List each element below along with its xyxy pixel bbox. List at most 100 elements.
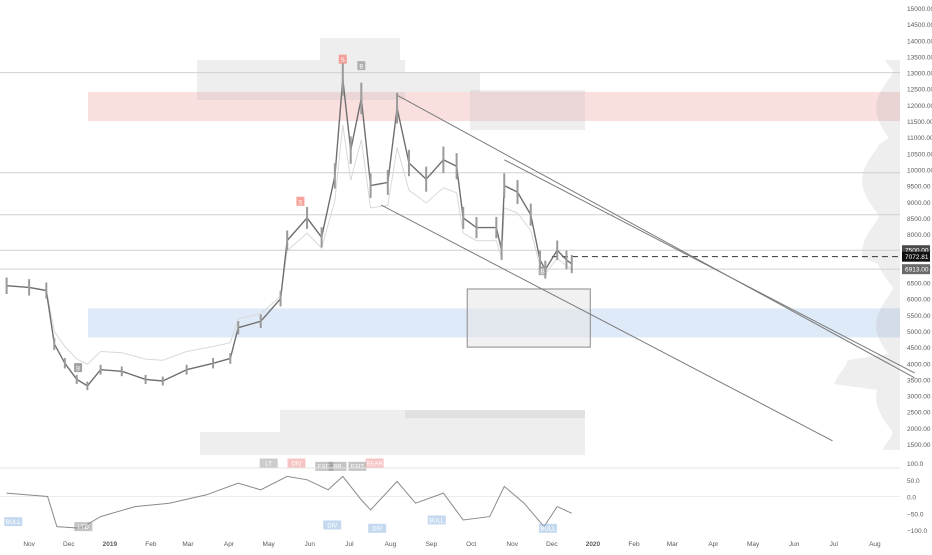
volume-profile [834, 60, 900, 450]
price-axis-tick-label: 13000.00 [907, 71, 932, 78]
oscillator-layer: LTDIVEXITBREXITBEARBULLLTDDIVDIVBULLBULL [0, 458, 900, 533]
price-tag-label: B [76, 367, 80, 373]
time-axis-tick-label: Dec [63, 541, 75, 548]
volume-block [405, 410, 585, 418]
price-badge [902, 251, 930, 262]
price-axis-tick-label: 8000.00 [907, 232, 931, 239]
price-axis-tick-label: 12000.00 [907, 103, 932, 110]
event-tag [315, 461, 334, 471]
price-axis-tick-label: 2500.00 [907, 410, 931, 417]
time-axis-tick-label: Sep [426, 541, 438, 548]
price-tag [538, 266, 547, 276]
event-tag [328, 461, 347, 471]
price-badge-label: 7072.81 [905, 254, 929, 261]
volume-block [320, 38, 400, 60]
event-tag [427, 515, 446, 525]
oscillator-axis-tick-label: 50.0 [907, 478, 920, 485]
event-tag-label: BULL [429, 518, 445, 524]
moving-average-line [6, 124, 573, 365]
event-tag-label: DIV [327, 523, 337, 529]
volume-profile-layer [197, 38, 900, 455]
price-axis-tick-label: 10000.00 [907, 167, 932, 174]
time-axis-tick-label: Aug [385, 541, 397, 548]
price-tag-label: S [298, 200, 302, 206]
price-axis-tick-label: 5000.00 [907, 329, 931, 336]
price-tag-label: B [541, 270, 545, 276]
time-axis-tick-label: Apr [224, 541, 235, 548]
price-axis-tick-label: 9000.00 [907, 200, 931, 207]
price-axis-tick-label: 6000.00 [907, 297, 931, 304]
price-axis-tick-label: 11000.00 [907, 135, 932, 142]
event-tag [323, 520, 342, 530]
oscillator-axis-tick-label: 100.0 [907, 461, 924, 468]
oscillator-line [6, 475, 573, 529]
price-axis-tick-label: 15000.00 [907, 6, 932, 13]
volume-block [470, 90, 585, 130]
price-axis-tick-label: 14000.00 [907, 38, 932, 45]
time-axis-tick-label: Dec [546, 541, 558, 548]
axes-layer: 15000.00 14500.00 14000.00 13500.00 13000.00… [0, 6, 932, 548]
levels-layer [0, 72, 900, 270]
event-tag-label: BEAR [366, 461, 383, 467]
time-axis-tick-label: May [747, 541, 760, 548]
price-badge-label: 7500.00 [905, 248, 929, 255]
price-axis-tick-label: 12500.00 [907, 87, 932, 94]
price-badge-label: 6913.00 [905, 267, 929, 274]
price-tag [357, 61, 366, 71]
time-axis-tick-label: Mar [667, 541, 679, 548]
time-axis-tick-label: Jul [830, 541, 839, 548]
zone-box [466, 288, 591, 348]
event-tag [74, 522, 93, 532]
event-tag [4, 517, 23, 527]
price-layer: S S B B B [5, 54, 573, 391]
price-badge [902, 264, 930, 275]
time-axis-tick-label: Feb [628, 541, 640, 548]
price-tag [296, 196, 305, 206]
price-axis-tick-label: 3500.00 [907, 377, 931, 384]
channel-line [380, 204, 833, 442]
volume-block [197, 60, 405, 100]
event-tag [365, 458, 384, 468]
time-axis-tick-label: Mar [182, 541, 194, 548]
price-axis-tick-label: 9500.00 [907, 184, 931, 191]
price-tag-label: S [341, 58, 345, 64]
price-axis-tick-label: 6500.00 [907, 281, 931, 288]
channel-line [396, 94, 915, 379]
price-tag [74, 363, 83, 373]
time-axis-tick-label: Jul [345, 541, 354, 548]
volume-block [280, 410, 585, 432]
zones-layer [88, 91, 900, 348]
price-axis-tick-label: 14500.00 [907, 22, 932, 29]
zone-resistance [88, 91, 900, 122]
time-axis-tick-label: Apr [708, 541, 719, 548]
event-tag-label: LTD [78, 525, 90, 531]
time-axis-tick-label: Jun [304, 541, 315, 548]
event-tag-label: BULL [540, 527, 556, 533]
price-axis-tick-label: 4000.00 [907, 361, 931, 368]
price-axis-tick-label: 3000.00 [907, 394, 931, 401]
oscillator-axis-tick-label: −50.0 [907, 511, 924, 518]
channel-line [504, 159, 915, 374]
oscillator-axis-tick-label: 0.0 [907, 495, 916, 502]
time-axis-tick-label: Feb [145, 541, 157, 548]
event-tag [368, 523, 387, 533]
event-tag [259, 458, 278, 468]
time-axis-tick-label: May [263, 541, 276, 548]
time-axis-tick-label: Nov [23, 541, 35, 548]
event-tag [287, 458, 306, 468]
price-axis-tick-label: 10500.00 [907, 151, 932, 158]
volume-block [200, 432, 585, 455]
trendlines-layer [6, 94, 915, 442]
price-axis-tick-label: 11500.00 [907, 119, 932, 126]
time-axis-tick-label: 2020 [586, 541, 601, 548]
price-axis-tick-label: 2000.00 [907, 426, 931, 433]
price-axis-tick-label: 13500.00 [907, 54, 932, 61]
event-tag-label: LT [265, 461, 272, 467]
price-badge [902, 245, 930, 256]
volume-block [405, 72, 480, 92]
price-axis-tick-label: 8500.00 [907, 216, 931, 223]
event-tag-label: DIV [291, 461, 301, 467]
